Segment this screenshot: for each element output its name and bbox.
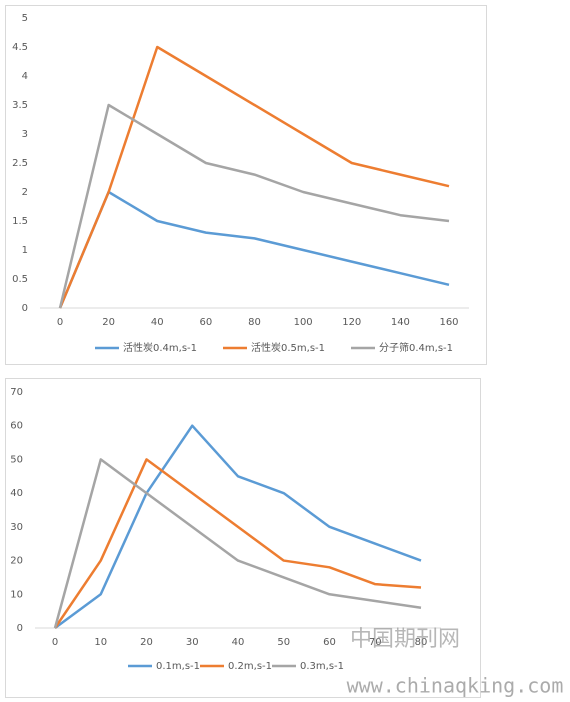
y-tick-label: 0.5 [12,274,28,285]
series-line [58,103,450,309]
x-tick-label: 140 [391,317,410,328]
x-tick-label: 40 [151,317,164,328]
x-tick-label: 160 [439,317,458,328]
x-tick-label: 120 [342,317,361,328]
legend-label: 0.2m,s-1 [228,661,272,672]
series-line [58,45,450,309]
chart-frame [5,378,481,698]
legend-label: 0.1m,s-1 [156,661,200,672]
y-tick-label: 2.5 [12,158,28,169]
x-tick-label: 0 [52,637,58,648]
x-tick-label: 80 [415,637,428,648]
series-line [53,458,422,629]
watermark-url: www.chinaqking.com [347,674,564,698]
x-tick-label: 30 [186,637,199,648]
watermark-title: 中国期刊网 [350,627,460,652]
x-tick-label: 10 [94,637,107,648]
x-tick-label: 80 [248,317,261,328]
series-line [54,424,422,630]
x-tick-label: 20 [102,317,115,328]
y-tick-label: 40 [10,488,23,499]
y-tick-label: 20 [10,556,23,567]
y-tick-label: 3 [22,129,28,140]
legend-label: 0.3m,s-1 [300,661,344,672]
y-tick-label: 50 [10,454,23,465]
y-tick-label: 4.5 [12,42,28,53]
legend-label: 分子筛0.4m,s-1 [379,341,453,354]
x-tick-label: 40 [232,637,245,648]
y-tick-label: 4 [22,71,28,82]
x-tick-label: 70 [369,637,382,648]
series-line [58,190,450,309]
y-tick-label: 0 [22,303,28,314]
y-tick-label: 1 [22,245,28,256]
legend-label: 活性炭0.4m,s-1 [123,341,197,354]
y-tick-label: 2 [22,187,28,198]
x-tick-label: 0 [57,317,63,328]
y-tick-label: 3.5 [12,100,28,111]
legend-label: 活性炭0.5m,s-1 [251,341,325,354]
chart-frame [5,5,487,365]
y-tick-label: 5 [22,13,28,24]
x-tick-label: 100 [294,317,313,328]
x-tick-label: 20 [140,637,153,648]
y-tick-label: 30 [10,522,23,533]
y-tick-label: 60 [10,421,23,432]
y-tick-label: 70 [10,387,23,398]
y-tick-label: 10 [10,589,23,600]
series-line [53,458,422,629]
y-tick-label: 1.5 [12,216,28,227]
x-tick-label: 50 [277,637,290,648]
x-tick-label: 60 [200,317,213,328]
x-tick-label: 60 [323,637,336,648]
y-tick-label: 0 [17,623,23,634]
